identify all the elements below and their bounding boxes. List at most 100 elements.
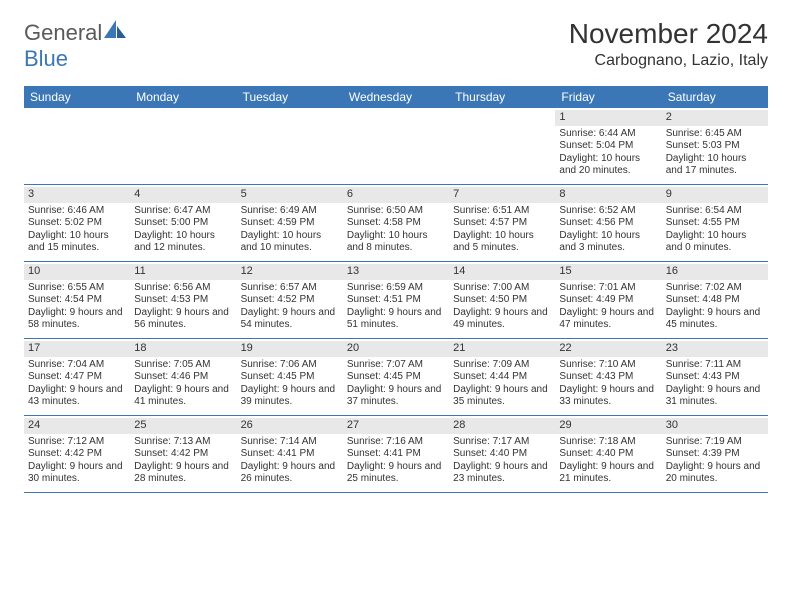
- logo: General Blue: [24, 18, 128, 72]
- day-cell: 14Sunrise: 7:00 AMSunset: 4:50 PMDayligh…: [449, 262, 555, 338]
- location: Carbognano, Lazio, Italy: [569, 52, 768, 70]
- daylight-text: Daylight: 10 hours and 8 minutes.: [347, 230, 445, 255]
- sunrise-text: Sunrise: 7:07 AM: [347, 359, 445, 372]
- sunset-text: Sunset: 4:39 PM: [666, 448, 764, 461]
- day-cell: 22Sunrise: 7:10 AMSunset: 4:43 PMDayligh…: [555, 339, 661, 415]
- day-cell: 24Sunrise: 7:12 AMSunset: 4:42 PMDayligh…: [24, 416, 130, 492]
- day-number: 17: [24, 341, 130, 357]
- calendar-page: General Blue November 2024 Carbognano, L…: [0, 0, 792, 511]
- daylight-text: Daylight: 10 hours and 10 minutes.: [241, 230, 339, 255]
- daylight-text: Daylight: 9 hours and 26 minutes.: [241, 461, 339, 486]
- day-cell: 11Sunrise: 6:56 AMSunset: 4:53 PMDayligh…: [130, 262, 236, 338]
- sunrise-text: Sunrise: 7:16 AM: [347, 436, 445, 449]
- sunrise-text: Sunrise: 7:11 AM: [666, 359, 764, 372]
- sunset-text: Sunset: 5:00 PM: [134, 217, 232, 230]
- day-number: 20: [343, 341, 449, 357]
- day-number: 2: [662, 110, 768, 126]
- sunrise-text: Sunrise: 6:47 AM: [134, 205, 232, 218]
- day-number: 15: [555, 264, 661, 280]
- day-number: 16: [662, 264, 768, 280]
- day-cell: 7Sunrise: 6:51 AMSunset: 4:57 PMDaylight…: [449, 185, 555, 261]
- week-row: 3Sunrise: 6:46 AMSunset: 5:02 PMDaylight…: [24, 185, 768, 262]
- day-number: 12: [237, 264, 343, 280]
- daylight-text: Daylight: 10 hours and 3 minutes.: [559, 230, 657, 255]
- daylight-text: Daylight: 9 hours and 37 minutes.: [347, 384, 445, 409]
- sunrise-text: Sunrise: 6:59 AM: [347, 282, 445, 295]
- sunrise-text: Sunrise: 6:45 AM: [666, 128, 764, 141]
- daylight-text: Daylight: 9 hours and 30 minutes.: [28, 461, 126, 486]
- logo-text: General Blue: [24, 18, 128, 72]
- sunset-text: Sunset: 4:42 PM: [28, 448, 126, 461]
- sunset-text: Sunset: 5:03 PM: [666, 140, 764, 153]
- day-number: 4: [130, 187, 236, 203]
- daylight-text: Daylight: 9 hours and 25 minutes.: [347, 461, 445, 486]
- week-row: 24Sunrise: 7:12 AMSunset: 4:42 PMDayligh…: [24, 416, 768, 493]
- sunrise-text: Sunrise: 7:05 AM: [134, 359, 232, 372]
- day-number: [130, 110, 236, 112]
- daylight-text: Daylight: 10 hours and 17 minutes.: [666, 153, 764, 178]
- day-number: 21: [449, 341, 555, 357]
- daylight-text: Daylight: 10 hours and 0 minutes.: [666, 230, 764, 255]
- day-number: 11: [130, 264, 236, 280]
- daylight-text: Daylight: 10 hours and 12 minutes.: [134, 230, 232, 255]
- day-number: 29: [555, 418, 661, 434]
- sunset-text: Sunset: 5:04 PM: [559, 140, 657, 153]
- day-number: 13: [343, 264, 449, 280]
- sunrise-text: Sunrise: 7:06 AM: [241, 359, 339, 372]
- daylight-text: Daylight: 9 hours and 43 minutes.: [28, 384, 126, 409]
- sunset-text: Sunset: 4:45 PM: [241, 371, 339, 384]
- day-number: [237, 110, 343, 112]
- daylight-text: Daylight: 10 hours and 15 minutes.: [28, 230, 126, 255]
- daylight-text: Daylight: 9 hours and 47 minutes.: [559, 307, 657, 332]
- day-cell: 29Sunrise: 7:18 AMSunset: 4:40 PMDayligh…: [555, 416, 661, 492]
- logo-word2: Blue: [24, 46, 68, 71]
- sunrise-text: Sunrise: 6:51 AM: [453, 205, 551, 218]
- day-number: 9: [662, 187, 768, 203]
- week-row: 17Sunrise: 7:04 AMSunset: 4:47 PMDayligh…: [24, 339, 768, 416]
- day-cell: 3Sunrise: 6:46 AMSunset: 5:02 PMDaylight…: [24, 185, 130, 261]
- day-cell: 26Sunrise: 7:14 AMSunset: 4:41 PMDayligh…: [237, 416, 343, 492]
- sunrise-text: Sunrise: 6:46 AM: [28, 205, 126, 218]
- sunset-text: Sunset: 4:57 PM: [453, 217, 551, 230]
- weekday-sat: Saturday: [662, 86, 768, 108]
- sunrise-text: Sunrise: 7:01 AM: [559, 282, 657, 295]
- sunrise-text: Sunrise: 7:00 AM: [453, 282, 551, 295]
- day-cell: 10Sunrise: 6:55 AMSunset: 4:54 PMDayligh…: [24, 262, 130, 338]
- header: General Blue November 2024 Carbognano, L…: [24, 18, 768, 72]
- day-cell: 30Sunrise: 7:19 AMSunset: 4:39 PMDayligh…: [662, 416, 768, 492]
- daylight-text: Daylight: 9 hours and 31 minutes.: [666, 384, 764, 409]
- daylight-text: Daylight: 9 hours and 35 minutes.: [453, 384, 551, 409]
- day-cell: [449, 108, 555, 184]
- day-number: 26: [237, 418, 343, 434]
- daylight-text: Daylight: 9 hours and 56 minutes.: [134, 307, 232, 332]
- sunset-text: Sunset: 4:43 PM: [666, 371, 764, 384]
- day-number: 30: [662, 418, 768, 434]
- sunrise-text: Sunrise: 7:14 AM: [241, 436, 339, 449]
- daylight-text: Daylight: 9 hours and 21 minutes.: [559, 461, 657, 486]
- day-cell: 28Sunrise: 7:17 AMSunset: 4:40 PMDayligh…: [449, 416, 555, 492]
- sunrise-text: Sunrise: 6:57 AM: [241, 282, 339, 295]
- daylight-text: Daylight: 9 hours and 45 minutes.: [666, 307, 764, 332]
- day-number: 3: [24, 187, 130, 203]
- day-cell: 27Sunrise: 7:16 AMSunset: 4:41 PMDayligh…: [343, 416, 449, 492]
- day-cell: 21Sunrise: 7:09 AMSunset: 4:44 PMDayligh…: [449, 339, 555, 415]
- weekday-fri: Friday: [555, 86, 661, 108]
- day-number: 8: [555, 187, 661, 203]
- sunrise-text: Sunrise: 6:44 AM: [559, 128, 657, 141]
- day-number: 19: [237, 341, 343, 357]
- sunset-text: Sunset: 4:42 PM: [134, 448, 232, 461]
- day-cell: 25Sunrise: 7:13 AMSunset: 4:42 PMDayligh…: [130, 416, 236, 492]
- weeks-container: 1Sunrise: 6:44 AMSunset: 5:04 PMDaylight…: [24, 108, 768, 493]
- daylight-text: Daylight: 9 hours and 49 minutes.: [453, 307, 551, 332]
- day-number: 6: [343, 187, 449, 203]
- day-number: 5: [237, 187, 343, 203]
- daylight-text: Daylight: 9 hours and 23 minutes.: [453, 461, 551, 486]
- day-number: 27: [343, 418, 449, 434]
- day-cell: 12Sunrise: 6:57 AMSunset: 4:52 PMDayligh…: [237, 262, 343, 338]
- sunset-text: Sunset: 4:54 PM: [28, 294, 126, 307]
- day-cell: [130, 108, 236, 184]
- sunset-text: Sunset: 4:49 PM: [559, 294, 657, 307]
- day-number: 18: [130, 341, 236, 357]
- daylight-text: Daylight: 9 hours and 39 minutes.: [241, 384, 339, 409]
- day-number: 25: [130, 418, 236, 434]
